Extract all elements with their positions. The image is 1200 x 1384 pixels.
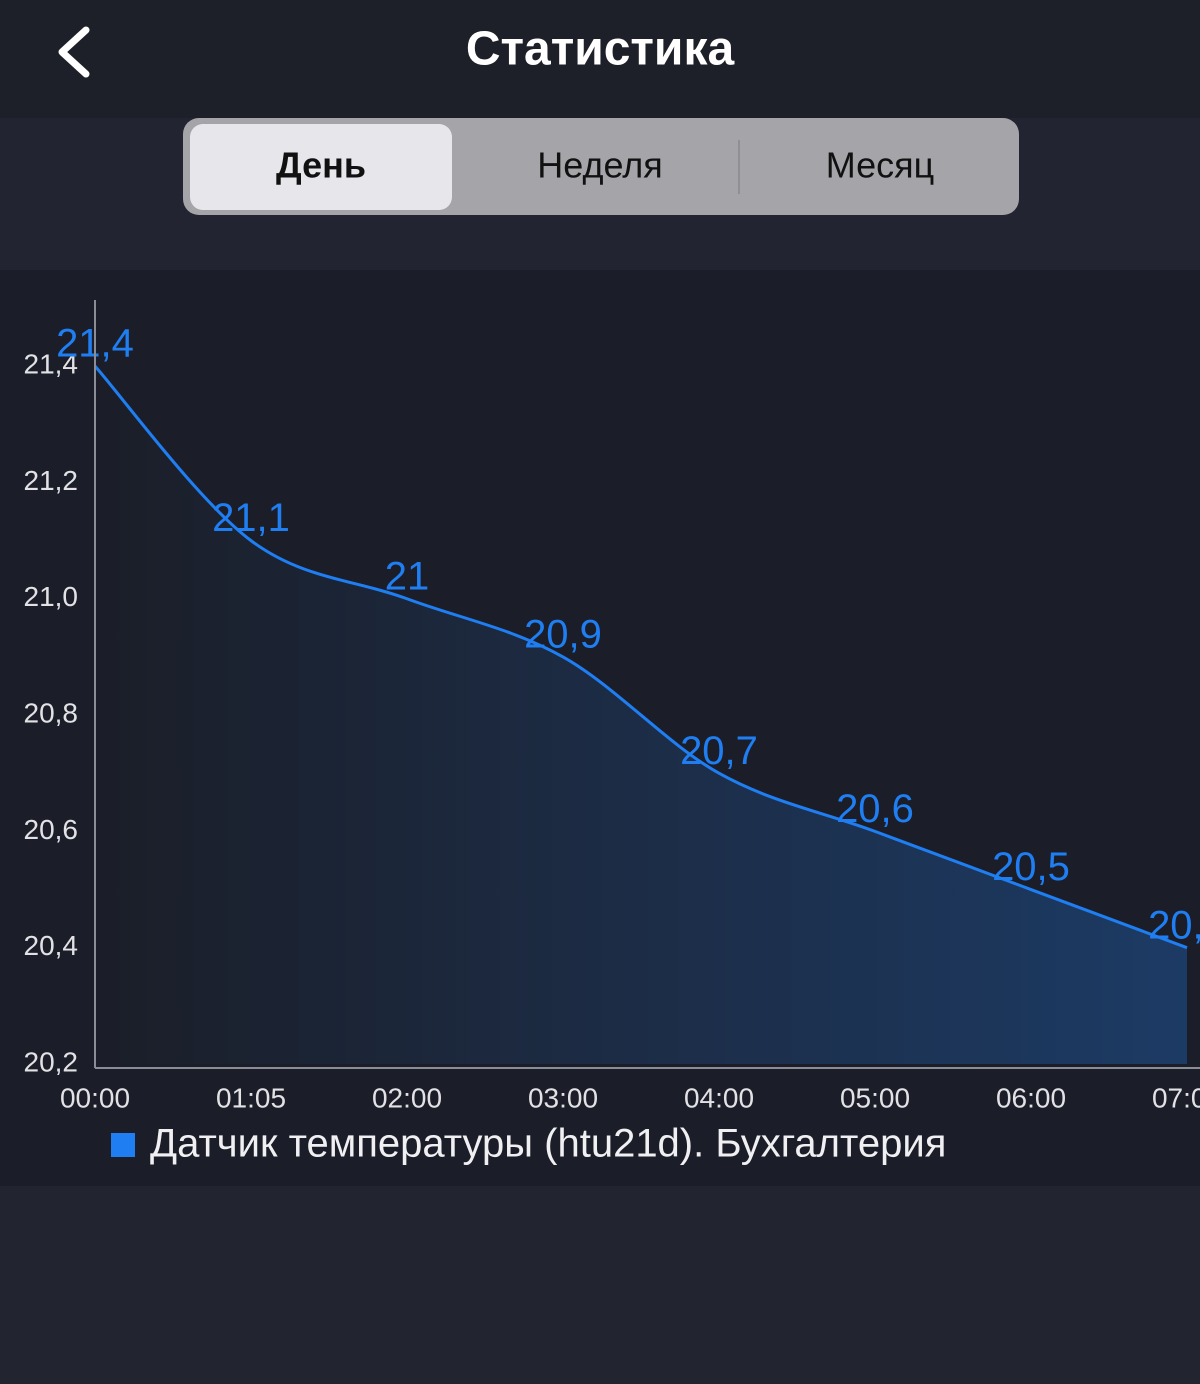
- y-tick-label: 21,4: [24, 349, 79, 380]
- y-tick-label: 20,2: [24, 1046, 79, 1077]
- value-label: 20,4: [1148, 903, 1200, 947]
- value-label: 21: [385, 554, 430, 598]
- y-tick-label: 20,8: [24, 697, 79, 728]
- chart: 20,2 20,4 20,6 20,8 21,0 21,2 21,4 00:00 01:05 02…: [24, 300, 1200, 1166]
- value-label: 21,1: [212, 496, 290, 540]
- value-label: 20,5: [992, 845, 1070, 889]
- value-label: 20,6: [836, 787, 914, 831]
- x-tick-label: 03:00: [528, 1082, 598, 1113]
- value-label: 20,9: [524, 612, 602, 656]
- legend-label: Датчик температуры (htu21d). Бухгалтерия: [150, 1122, 946, 1166]
- y-tick-label: 21,0: [24, 581, 79, 612]
- value-label: 20,7: [680, 729, 758, 773]
- tab-selected-bg: [190, 124, 452, 210]
- tab[interactable]: Месяц: [826, 145, 935, 186]
- x-tick-label: 04:00: [684, 1082, 754, 1113]
- tab[interactable]: Неделя: [537, 145, 663, 186]
- x-tick-label: 00:00: [60, 1082, 130, 1113]
- x-tick-label: 01:05: [216, 1082, 286, 1113]
- x-tick-label: 02:00: [372, 1082, 442, 1113]
- header-bar: [0, 0, 1200, 118]
- x-tick-label: 05:00: [840, 1082, 910, 1113]
- x-tick-label: 06:00: [996, 1082, 1066, 1113]
- y-tick-label: 20,4: [24, 930, 79, 961]
- y-tick-label: 20,6: [24, 814, 79, 845]
- back-button[interactable]: [58, 26, 90, 78]
- legend-swatch: [111, 1133, 135, 1157]
- page-title: Статистика: [466, 23, 735, 76]
- line: [93, 365, 1188, 950]
- y-tick-label: 21,2: [24, 465, 79, 496]
- x-tick-label: 07:00: [1152, 1082, 1200, 1113]
- area-fill: [95, 366, 1187, 1065]
- tab[interactable]: День: [276, 145, 366, 186]
